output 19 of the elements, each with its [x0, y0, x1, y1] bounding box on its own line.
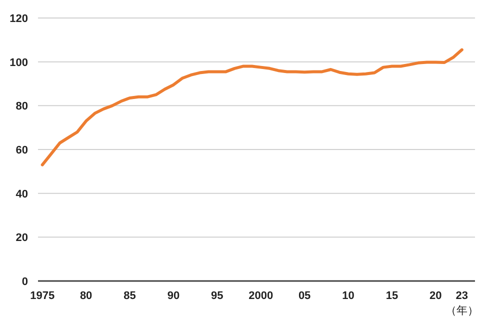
x-tick-label: 15 — [386, 290, 398, 302]
y-tick-label: 80 — [16, 100, 28, 113]
y-tick-label: 60 — [16, 144, 28, 156]
x-tick-label: 20 — [430, 290, 442, 302]
x-tick-label: 05 — [298, 290, 311, 302]
x-axis-title: （年） — [446, 305, 478, 317]
y-tick-label: 20 — [16, 232, 28, 244]
x-tick-label: 85 — [124, 290, 136, 302]
y-tick-label: 120 — [10, 13, 28, 25]
x-tick-label: 80 — [80, 290, 92, 302]
x-tick-label: 1975 — [30, 290, 55, 302]
x-tick-label: 95 — [211, 290, 224, 302]
y-tick-label: 0 — [22, 276, 28, 288]
x-tick-label: 23 — [456, 290, 468, 302]
y-tick-label: 100 — [10, 56, 28, 69]
x-tick-label: 90 — [167, 290, 180, 302]
x-tick-label: 2000 — [248, 290, 274, 302]
x-tick-label: 10 — [342, 290, 354, 302]
y-tick-label: 40 — [16, 188, 28, 200]
